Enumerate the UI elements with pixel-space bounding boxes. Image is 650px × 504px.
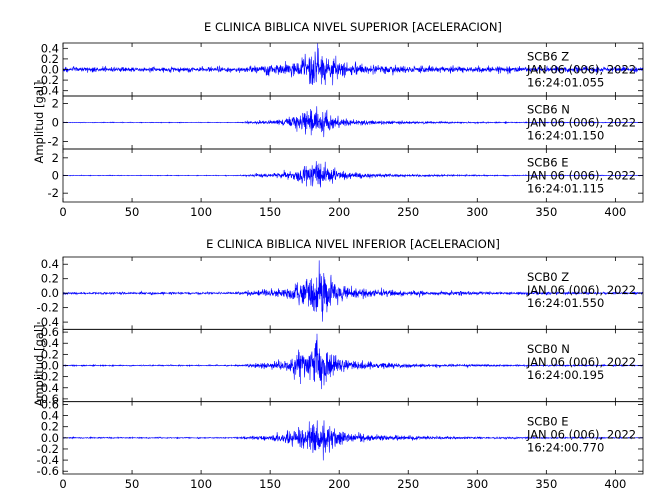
y-tick-label: 0.4 — [41, 41, 59, 55]
station-label: SCB6 Z — [527, 49, 569, 63]
y-tick-label: 0.0 — [41, 359, 59, 373]
time-label: 16:24:01.055 — [527, 75, 604, 89]
chart-panel-1: E CLINICA BIBLICA NIVEL SUPERIOR [ACELER… — [32, 20, 644, 219]
y-tick-label: 0.4 — [41, 257, 59, 271]
y-tick-label: -0.2 — [37, 442, 59, 456]
time-label: 16:24:01.115 — [527, 181, 604, 195]
y-tick-label: 0 — [52, 116, 59, 130]
y-tick-label: 2 — [52, 97, 59, 111]
y-tick-label: -0.4 — [37, 84, 59, 98]
y-tick-label: 0 — [52, 169, 59, 183]
x-tick-label: 300 — [466, 205, 488, 219]
y-tick-label: -2 — [48, 186, 59, 200]
y-tick-label: -2 — [48, 134, 59, 148]
station-label: SCB0 N — [527, 342, 570, 356]
x-tick-label: 200 — [328, 205, 350, 219]
x-tick-label: 150 — [259, 477, 281, 491]
y-tick-label: 0.0 — [41, 431, 59, 445]
x-tick-label: 50 — [125, 477, 140, 491]
y-tick-label: 0.2 — [41, 347, 59, 361]
y-tick-label: 0.6 — [41, 325, 59, 339]
x-tick-label: 350 — [535, 477, 557, 491]
time-label: 16:24:01.550 — [527, 296, 604, 310]
date-label: JAN 06 (006), 2022 — [526, 62, 636, 76]
y-tick-label: 0.2 — [41, 52, 59, 66]
y-tick-label: 0.0 — [41, 286, 59, 300]
waveform-line — [62, 106, 644, 138]
y-tick-label: -0.2 — [37, 370, 59, 384]
date-label: JAN 06 (006), 2022 — [526, 115, 636, 129]
waveform-line — [62, 333, 644, 390]
date-label: JAN 06 (006), 2022 — [526, 355, 636, 369]
x-tick-label: 350 — [535, 205, 557, 219]
x-tick-label: 250 — [397, 477, 419, 491]
x-tick-label: 0 — [59, 477, 66, 491]
y-tick-label: 0.2 — [41, 272, 59, 286]
y-tick-label: -0.4 — [37, 453, 59, 467]
y-tick-label: 2 — [52, 151, 59, 165]
date-label: JAN 06 (006), 2022 — [526, 168, 636, 182]
x-tick-label: 400 — [604, 205, 626, 219]
y-tick-label: 0.4 — [41, 336, 59, 350]
y-tick-label: 0.0 — [41, 63, 59, 77]
x-tick-label: 250 — [397, 205, 419, 219]
date-label: JAN 06 (006), 2022 — [526, 428, 636, 442]
date-label: JAN 06 (006), 2022 — [526, 283, 636, 297]
y-axis-label: Amplitud [gal] — [32, 324, 46, 406]
y-tick-label: 0.4 — [41, 409, 59, 423]
x-tick-label: 200 — [328, 477, 350, 491]
station-label: SCB0 Z — [527, 270, 569, 284]
y-tick-label: 0.6 — [41, 397, 59, 411]
time-label: 16:24:00.770 — [527, 441, 604, 455]
waveform-line — [62, 420, 644, 461]
y-tick-label: -0.2 — [37, 301, 59, 315]
station-label: SCB6 E — [527, 155, 568, 169]
time-label: 16:24:00.195 — [527, 368, 604, 382]
x-tick-label: 400 — [604, 477, 626, 491]
station-label: SCB0 E — [527, 415, 568, 429]
time-label: 16:24:01.150 — [527, 128, 604, 142]
station-label: SCB6 N — [527, 102, 570, 116]
waveform-line — [62, 161, 644, 188]
waveform-line — [62, 260, 644, 322]
x-tick-label: 50 — [125, 205, 140, 219]
y-tick-label: -0.2 — [37, 73, 59, 87]
x-tick-label: 100 — [190, 205, 212, 219]
y-tick-label: -0.6 — [37, 392, 59, 406]
y-tick-label: -0.6 — [37, 464, 59, 478]
y-tick-label: -0.4 — [37, 315, 59, 329]
y-tick-label: 0.2 — [41, 420, 59, 434]
chart-title: E CLINICA BIBLICA NIVEL INFERIOR [ACELER… — [206, 237, 500, 251]
x-tick-label: 0 — [59, 205, 66, 219]
x-tick-label: 150 — [259, 205, 281, 219]
x-tick-label: 100 — [190, 477, 212, 491]
chart-panel-2: E CLINICA BIBLICA NIVEL INFERIOR [ACELER… — [32, 237, 644, 491]
x-tick-label: 300 — [466, 477, 488, 491]
waveform-line — [62, 43, 644, 86]
y-tick-label: -0.4 — [37, 381, 59, 395]
y-axis-label: Amplitud [gal] — [32, 81, 46, 163]
chart-title: E CLINICA BIBLICA NIVEL SUPERIOR [ACELER… — [204, 20, 502, 34]
